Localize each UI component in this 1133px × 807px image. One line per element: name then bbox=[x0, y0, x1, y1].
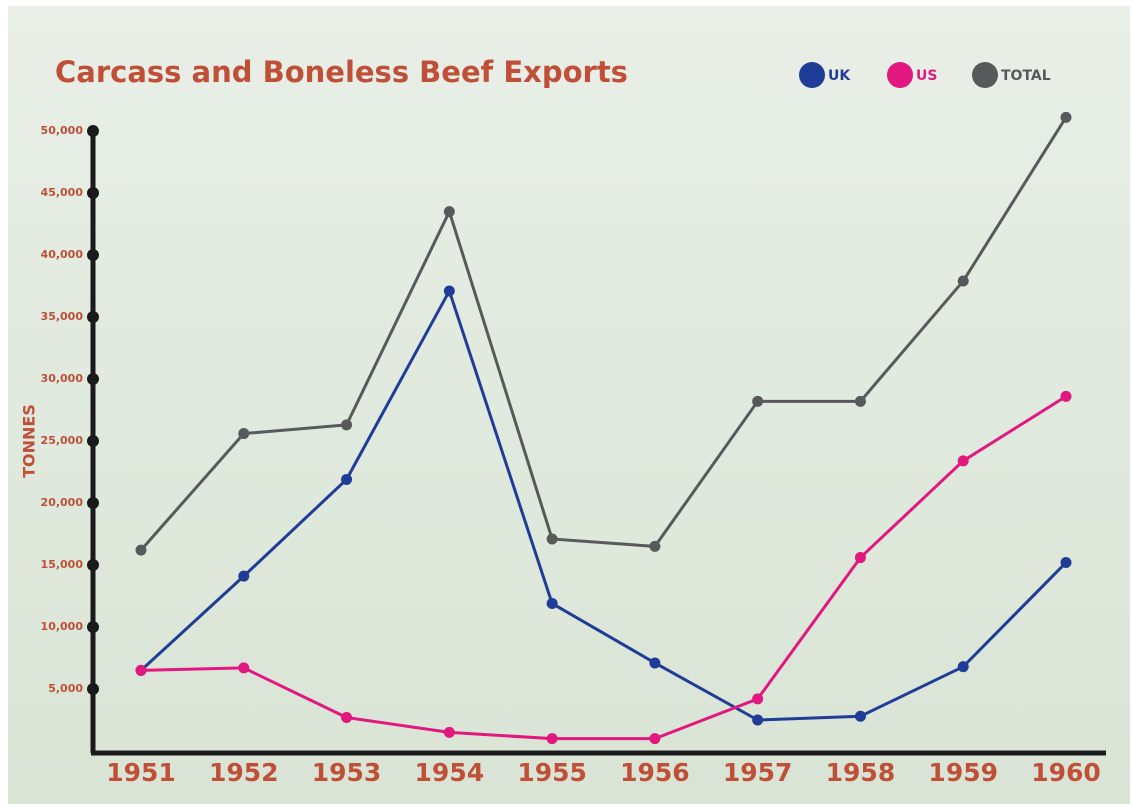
x-tick-label: 1959 bbox=[928, 758, 998, 787]
data-point bbox=[957, 275, 969, 287]
x-tick-label: 1955 bbox=[517, 758, 587, 787]
data-point bbox=[1060, 111, 1072, 123]
legend-swatch bbox=[972, 62, 998, 88]
data-point bbox=[443, 726, 455, 738]
data-point bbox=[854, 710, 866, 722]
data-point bbox=[546, 533, 558, 545]
data-point bbox=[649, 540, 661, 552]
x-tick-label: 1952 bbox=[209, 758, 279, 787]
data-point bbox=[649, 733, 661, 745]
y-tick-mark bbox=[87, 621, 99, 633]
data-point bbox=[854, 395, 866, 407]
data-point bbox=[443, 206, 455, 218]
data-point bbox=[752, 693, 764, 705]
legend-label: TOTAL bbox=[1001, 68, 1051, 84]
series-line bbox=[140, 395, 1067, 741]
data-point bbox=[238, 428, 250, 440]
y-tick-label: 30,000 bbox=[41, 372, 84, 385]
y-tick-mark bbox=[87, 187, 99, 199]
data-point bbox=[341, 473, 353, 485]
x-tick-label: 1951 bbox=[106, 758, 176, 787]
data-point bbox=[752, 714, 764, 726]
y-tick-label: 5,000 bbox=[48, 682, 83, 695]
y-tick-label: 35,000 bbox=[41, 310, 84, 323]
data-point bbox=[238, 570, 250, 582]
data-point bbox=[752, 395, 764, 407]
legend-label: US bbox=[916, 68, 937, 84]
y-tick-label: 25,000 bbox=[41, 434, 84, 447]
data-point bbox=[1060, 390, 1072, 402]
data-point bbox=[341, 419, 353, 431]
legend-swatch bbox=[799, 62, 825, 88]
data-point bbox=[135, 664, 147, 676]
x-tick-label: 1960 bbox=[1031, 758, 1101, 787]
data-point bbox=[238, 662, 250, 674]
data-point bbox=[957, 661, 969, 673]
y-tick-label: 45,000 bbox=[41, 186, 84, 199]
x-tick-label: 1958 bbox=[826, 758, 896, 787]
y-tick-mark bbox=[87, 683, 99, 695]
data-point bbox=[341, 712, 353, 724]
y-tick-mark bbox=[87, 125, 99, 137]
data-point bbox=[546, 733, 558, 745]
x-tick-label: 1953 bbox=[312, 758, 382, 787]
y-tick-label: 40,000 bbox=[41, 248, 84, 261]
y-tick-mark bbox=[87, 435, 99, 447]
y-tick-label: 50,000 bbox=[41, 124, 84, 137]
x-tick-label: 1954 bbox=[415, 758, 485, 787]
data-point bbox=[443, 285, 455, 297]
data-point bbox=[546, 597, 558, 609]
x-tick-label: 1956 bbox=[620, 758, 690, 787]
data-point bbox=[1060, 557, 1072, 569]
y-tick-mark bbox=[87, 311, 99, 323]
y-tick-label: 15,000 bbox=[41, 558, 84, 571]
background bbox=[8, 6, 1130, 804]
x-tick-label: 1957 bbox=[723, 758, 793, 787]
y-tick-label: 10,000 bbox=[41, 620, 84, 633]
y-tick-mark bbox=[87, 559, 99, 571]
data-point bbox=[649, 657, 661, 669]
y-tick-mark bbox=[87, 249, 99, 261]
series-line bbox=[139, 116, 1068, 552]
data-point bbox=[854, 552, 866, 564]
y-tick-mark bbox=[87, 497, 99, 509]
y-tick-mark bbox=[87, 373, 99, 385]
y-axis-label: TONNES bbox=[20, 404, 39, 478]
legend-swatch bbox=[887, 62, 913, 88]
chart-title: Carcass and Boneless Beef Exports bbox=[55, 55, 628, 89]
y-tick-label: 20,000 bbox=[41, 496, 84, 509]
data-point bbox=[135, 544, 147, 556]
legend-label: UK bbox=[828, 68, 851, 84]
data-point bbox=[957, 455, 969, 467]
series-line bbox=[139, 287, 1068, 722]
